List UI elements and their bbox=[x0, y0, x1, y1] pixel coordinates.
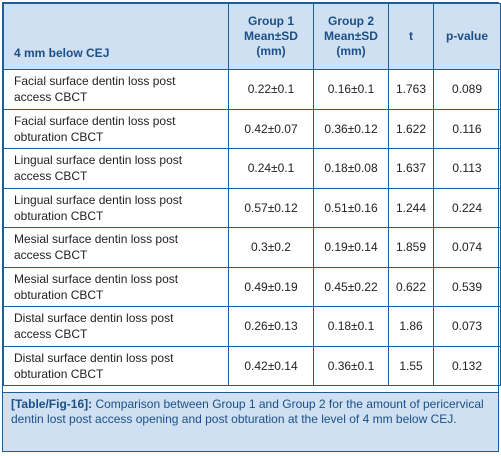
group1-value: 0.57±0.12 bbox=[228, 187, 314, 228]
row-label: Mesial surface dentin loss post obturatio… bbox=[3, 266, 229, 307]
row-label-line1: Lingual surface dentin loss post bbox=[14, 192, 183, 207]
group1-value: 0.22±0.1 bbox=[228, 69, 314, 110]
t-value: 0.622 bbox=[388, 266, 434, 307]
comparison-table: 4 mm below CEJ Group 1 Mean±SD (mm) Grou… bbox=[3, 3, 501, 386]
row-label: Lingual surface dentin loss post obturati… bbox=[3, 187, 229, 228]
row-label-line2: access CBCT bbox=[14, 327, 88, 342]
row-label-line2: obturation CBCT bbox=[14, 366, 104, 381]
group2-value: 0.36±0.12 bbox=[313, 108, 389, 149]
group2-value: 0.19±0.14 bbox=[313, 227, 389, 268]
group2-value: 0.36±0.1 bbox=[313, 345, 389, 386]
group1-value: 0.26±0.13 bbox=[228, 306, 314, 347]
row-label-line2: access CBCT bbox=[14, 169, 88, 184]
p-value: 0.113 bbox=[433, 148, 501, 189]
t-value: 1.859 bbox=[388, 227, 434, 268]
table-row: Distal surface dentin loss post access CB… bbox=[3, 306, 501, 347]
group2-value: 0.18±0.1 bbox=[313, 306, 389, 347]
group2-value: 0.16±0.1 bbox=[313, 69, 389, 110]
table-row: Mesial surface dentin loss post access CB… bbox=[3, 227, 501, 268]
table-row: Lingual surface dentin loss post access C… bbox=[3, 148, 501, 189]
header-group2-stat: Mean±SD bbox=[324, 29, 378, 43]
row-label: Facial surface dentin loss post access CB… bbox=[3, 69, 229, 110]
row-label: Mesial surface dentin loss post access CB… bbox=[3, 227, 229, 268]
p-value: 0.539 bbox=[433, 266, 501, 307]
header-group1-unit: (mm) bbox=[256, 44, 286, 58]
table-body: Facial surface dentin loss post access CB… bbox=[3, 69, 501, 386]
row-label-line1: Facial surface dentin loss post bbox=[14, 113, 176, 128]
p-value: 0.089 bbox=[433, 69, 501, 110]
t-value: 1.763 bbox=[388, 69, 434, 110]
row-label-line1: Mesial surface dentin loss post bbox=[14, 232, 179, 247]
row-label: Facial surface dentin loss post obturatio… bbox=[3, 108, 229, 149]
p-value: 0.224 bbox=[433, 187, 501, 228]
table-header-row: 4 mm below CEJ Group 1 Mean±SD (mm) Grou… bbox=[3, 3, 501, 70]
row-label-line2: obturation CBCT bbox=[14, 129, 104, 144]
p-value: 0.116 bbox=[433, 108, 501, 149]
group2-value: 0.45±0.22 bbox=[313, 266, 389, 307]
group1-value: 0.42±0.07 bbox=[228, 108, 314, 149]
t-value: 1.622 bbox=[388, 108, 434, 149]
header-group2: Group 2 Mean±SD (mm) bbox=[313, 3, 389, 70]
p-value: 0.073 bbox=[433, 306, 501, 347]
table-row: Mesial surface dentin loss post obturatio… bbox=[3, 266, 501, 307]
group1-value: 0.24±0.1 bbox=[228, 148, 314, 189]
t-value: 1.86 bbox=[388, 306, 434, 347]
group2-value: 0.51±0.16 bbox=[313, 187, 389, 228]
row-label-line2: obturation CBCT bbox=[14, 208, 104, 223]
group1-value: 0.42±0.14 bbox=[228, 345, 314, 386]
table-row: Distal surface dentin loss post obturatio… bbox=[3, 345, 501, 386]
t-value: 1.637 bbox=[388, 148, 434, 189]
header-title: 4 mm below CEJ bbox=[3, 3, 229, 70]
caption-label: [Table/Fig-16]: bbox=[11, 397, 93, 411]
header-group1-stat: Mean±SD bbox=[244, 29, 298, 43]
row-label-line1: Mesial surface dentin loss post bbox=[14, 271, 179, 286]
header-group1: Group 1 Mean±SD (mm) bbox=[228, 3, 314, 70]
header-p-value: p-value bbox=[433, 3, 501, 70]
table-row: Facial surface dentin loss post obturatio… bbox=[3, 108, 501, 149]
table-row: Facial surface dentin loss post access CB… bbox=[3, 69, 501, 110]
row-label-line2: obturation CBCT bbox=[14, 287, 104, 302]
row-label: Distal surface dentin loss post access CB… bbox=[3, 306, 229, 347]
row-label-line1: Lingual surface dentin loss post bbox=[14, 153, 183, 168]
t-value: 1.244 bbox=[388, 187, 434, 228]
row-label-line2: access CBCT bbox=[14, 90, 88, 105]
row-label-line1: Distal surface dentin loss post bbox=[14, 311, 174, 326]
p-value: 0.074 bbox=[433, 227, 501, 268]
header-group2-name: Group 2 bbox=[327, 14, 374, 28]
row-label-line1: Distal surface dentin loss post bbox=[14, 350, 174, 365]
group1-value: 0.49±0.19 bbox=[228, 266, 314, 307]
row-label: Lingual surface dentin loss post access C… bbox=[3, 148, 229, 189]
p-value: 0.132 bbox=[433, 345, 501, 386]
header-group2-unit: (mm) bbox=[336, 44, 366, 58]
caption-text: Comparison between Group 1 and Group 2 f… bbox=[11, 397, 484, 426]
row-label-line2: access CBCT bbox=[14, 248, 88, 263]
header-t: t bbox=[388, 3, 434, 70]
group2-value: 0.18±0.08 bbox=[313, 148, 389, 189]
t-value: 1.55 bbox=[388, 345, 434, 386]
table-row: Lingual surface dentin loss post obturati… bbox=[3, 187, 501, 228]
figure-caption: [Table/Fig-16]: Comparison between Group… bbox=[3, 392, 498, 451]
group1-value: 0.3±0.2 bbox=[228, 227, 314, 268]
row-label: Distal surface dentin loss post obturatio… bbox=[3, 345, 229, 386]
row-label-line1: Facial surface dentin loss post bbox=[14, 74, 176, 89]
header-group1-name: Group 1 bbox=[247, 14, 294, 28]
